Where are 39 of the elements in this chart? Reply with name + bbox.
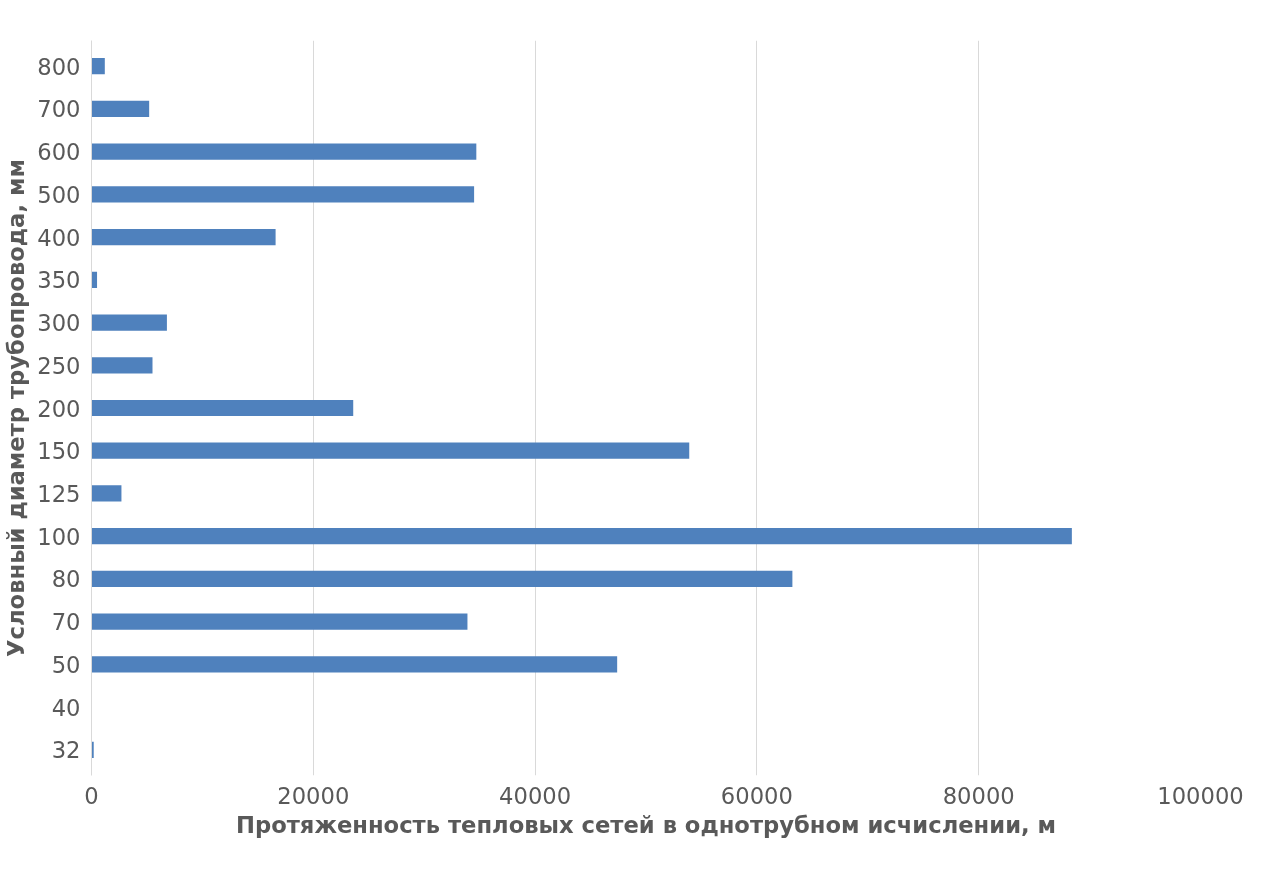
x-tick-label: 100000 — [1157, 782, 1244, 809]
y-tick-label: 250 — [37, 352, 81, 379]
bar — [91, 357, 153, 374]
y-tick-label: 500 — [37, 181, 81, 208]
x-tick-label: 20000 — [277, 782, 350, 809]
bar — [91, 100, 150, 117]
y-tick-label: 70 — [51, 609, 81, 636]
y-tick-label: 50 — [51, 651, 81, 678]
y-tick-label: 150 — [37, 438, 81, 465]
y-tick-label: 400 — [37, 224, 81, 251]
bar — [91, 58, 105, 75]
bar — [91, 228, 276, 246]
y-tick-label: 300 — [37, 310, 81, 337]
bar — [91, 314, 167, 331]
y-tick-label: 800 — [37, 53, 81, 80]
y-tick-label: 80 — [51, 566, 81, 593]
y-axis-title: Условный диаметр трубопровода, мм — [3, 159, 30, 657]
y-tick-label: 350 — [37, 267, 81, 294]
y-tick-label: 125 — [37, 480, 81, 507]
x-tick-label: 60000 — [720, 782, 793, 809]
bar — [91, 485, 122, 502]
bar — [91, 656, 618, 673]
x-tick-label: 40000 — [499, 782, 572, 809]
y-tick-label: 600 — [37, 139, 81, 166]
bar — [91, 143, 477, 160]
y-tick-label: 200 — [37, 395, 81, 422]
bar — [91, 528, 1072, 545]
y-tick-label: 100 — [37, 523, 81, 550]
x-axis-title: Протяженность тепловых сетей в однотрубном исчислении, м — [235, 811, 1057, 838]
y-tick-label: 40 — [51, 694, 81, 721]
bar — [91, 186, 475, 203]
y-tick-label: 700 — [37, 96, 81, 123]
bar — [91, 613, 468, 630]
x-tick-label: 0 — [84, 782, 99, 809]
x-tick-label: 80000 — [942, 782, 1015, 809]
bar — [91, 399, 354, 417]
bar — [91, 442, 690, 459]
bar — [91, 570, 793, 588]
y-tick-label: 32 — [51, 737, 81, 764]
